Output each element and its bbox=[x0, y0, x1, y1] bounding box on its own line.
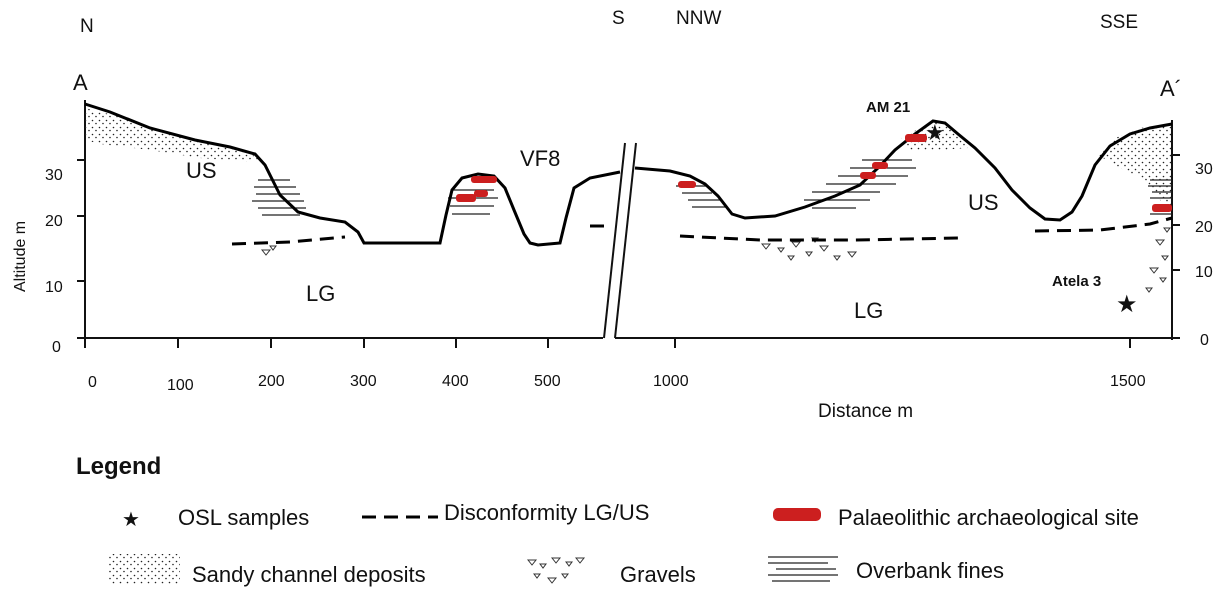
gravel-legend-icon bbox=[526, 557, 586, 584]
direction-n: N bbox=[80, 16, 94, 37]
osl-sample-star: ★ bbox=[925, 120, 945, 145]
gravels-left bbox=[260, 245, 277, 256]
legend-gravels-label: Gravels bbox=[620, 562, 696, 587]
unit-label-us: US bbox=[186, 158, 217, 183]
sand-legend-icon bbox=[108, 554, 180, 584]
unit-label-us: US bbox=[968, 190, 999, 215]
legend-sandy-label: Sandy channel deposits bbox=[192, 562, 426, 587]
legend-osl-label: OSL samples bbox=[178, 505, 309, 530]
direction-sse: SSE bbox=[1100, 12, 1138, 33]
x-ticks bbox=[84, 338, 1131, 348]
x-tick-label: 1000 bbox=[653, 373, 689, 390]
legend-overbank-label: Overbank fines bbox=[856, 558, 1004, 583]
y-axis-label: Altitude m bbox=[12, 221, 29, 292]
sample-label-atela3: Atela 3 bbox=[1052, 273, 1101, 290]
axis-break bbox=[603, 142, 637, 339]
right-y-ticks bbox=[1172, 154, 1180, 339]
overbank-fines-right bbox=[1148, 179, 1172, 215]
palaeolithic-sites bbox=[456, 134, 1172, 212]
legend-palaeolithic-label: Palaeolithic archaeological site bbox=[838, 505, 1139, 530]
legend-disconformity-label: Disconformity LG/US bbox=[444, 500, 649, 525]
osl-sample-star: ★ bbox=[1116, 291, 1138, 318]
overbank-fines-left bbox=[252, 179, 306, 216]
disconformity-line bbox=[231, 216, 1173, 246]
x-axis-label: Distance m bbox=[818, 401, 913, 422]
axis-frame bbox=[84, 100, 1173, 344]
right-y-tick-label: 10 bbox=[1195, 264, 1213, 281]
unit-label-vf8: VF8 bbox=[520, 146, 560, 171]
left-y-ticks bbox=[77, 159, 85, 339]
right-y-tick-label: 30 bbox=[1195, 161, 1213, 178]
gravels-right bbox=[1145, 227, 1171, 293]
unit-label-lg: LG bbox=[854, 298, 883, 323]
sample-label-am21: AM 21 bbox=[866, 99, 910, 116]
left-y-tick-label: 30 bbox=[45, 167, 63, 184]
x-tick-label: 300 bbox=[350, 373, 377, 390]
x-tick-label: 1500 bbox=[1110, 373, 1146, 390]
overbank-legend-icon bbox=[768, 556, 838, 582]
x-tick-label: 500 bbox=[534, 373, 561, 390]
topographic-profile-right bbox=[634, 119, 1173, 222]
section-start-label: A bbox=[73, 70, 88, 95]
right-y-tick-label: 0 bbox=[1200, 332, 1209, 349]
sandy-deposit-right bbox=[1098, 124, 1172, 210]
left-y-tick-label: 10 bbox=[45, 279, 63, 296]
osl-samples-icon: ★ bbox=[122, 509, 140, 531]
x-tick-label: 100 bbox=[167, 377, 194, 394]
section-end-label: A´ bbox=[1160, 76, 1182, 101]
direction-s: S bbox=[612, 8, 625, 29]
legend-title: Legend bbox=[76, 453, 161, 480]
direction-nnw: NNW bbox=[676, 8, 721, 29]
right-y-tick-label: 20 bbox=[1195, 219, 1213, 236]
unit-label-lg: LG bbox=[306, 281, 335, 306]
x-tick-label: 0 bbox=[88, 374, 97, 391]
topographic-profile-left bbox=[84, 102, 621, 247]
x-tick-label: 400 bbox=[442, 373, 469, 390]
palaeolithic-legend-icon bbox=[773, 508, 821, 521]
x-tick-label: 200 bbox=[258, 373, 285, 390]
left-y-tick-label: 0 bbox=[52, 339, 61, 356]
left-y-tick-label: 20 bbox=[45, 213, 63, 230]
